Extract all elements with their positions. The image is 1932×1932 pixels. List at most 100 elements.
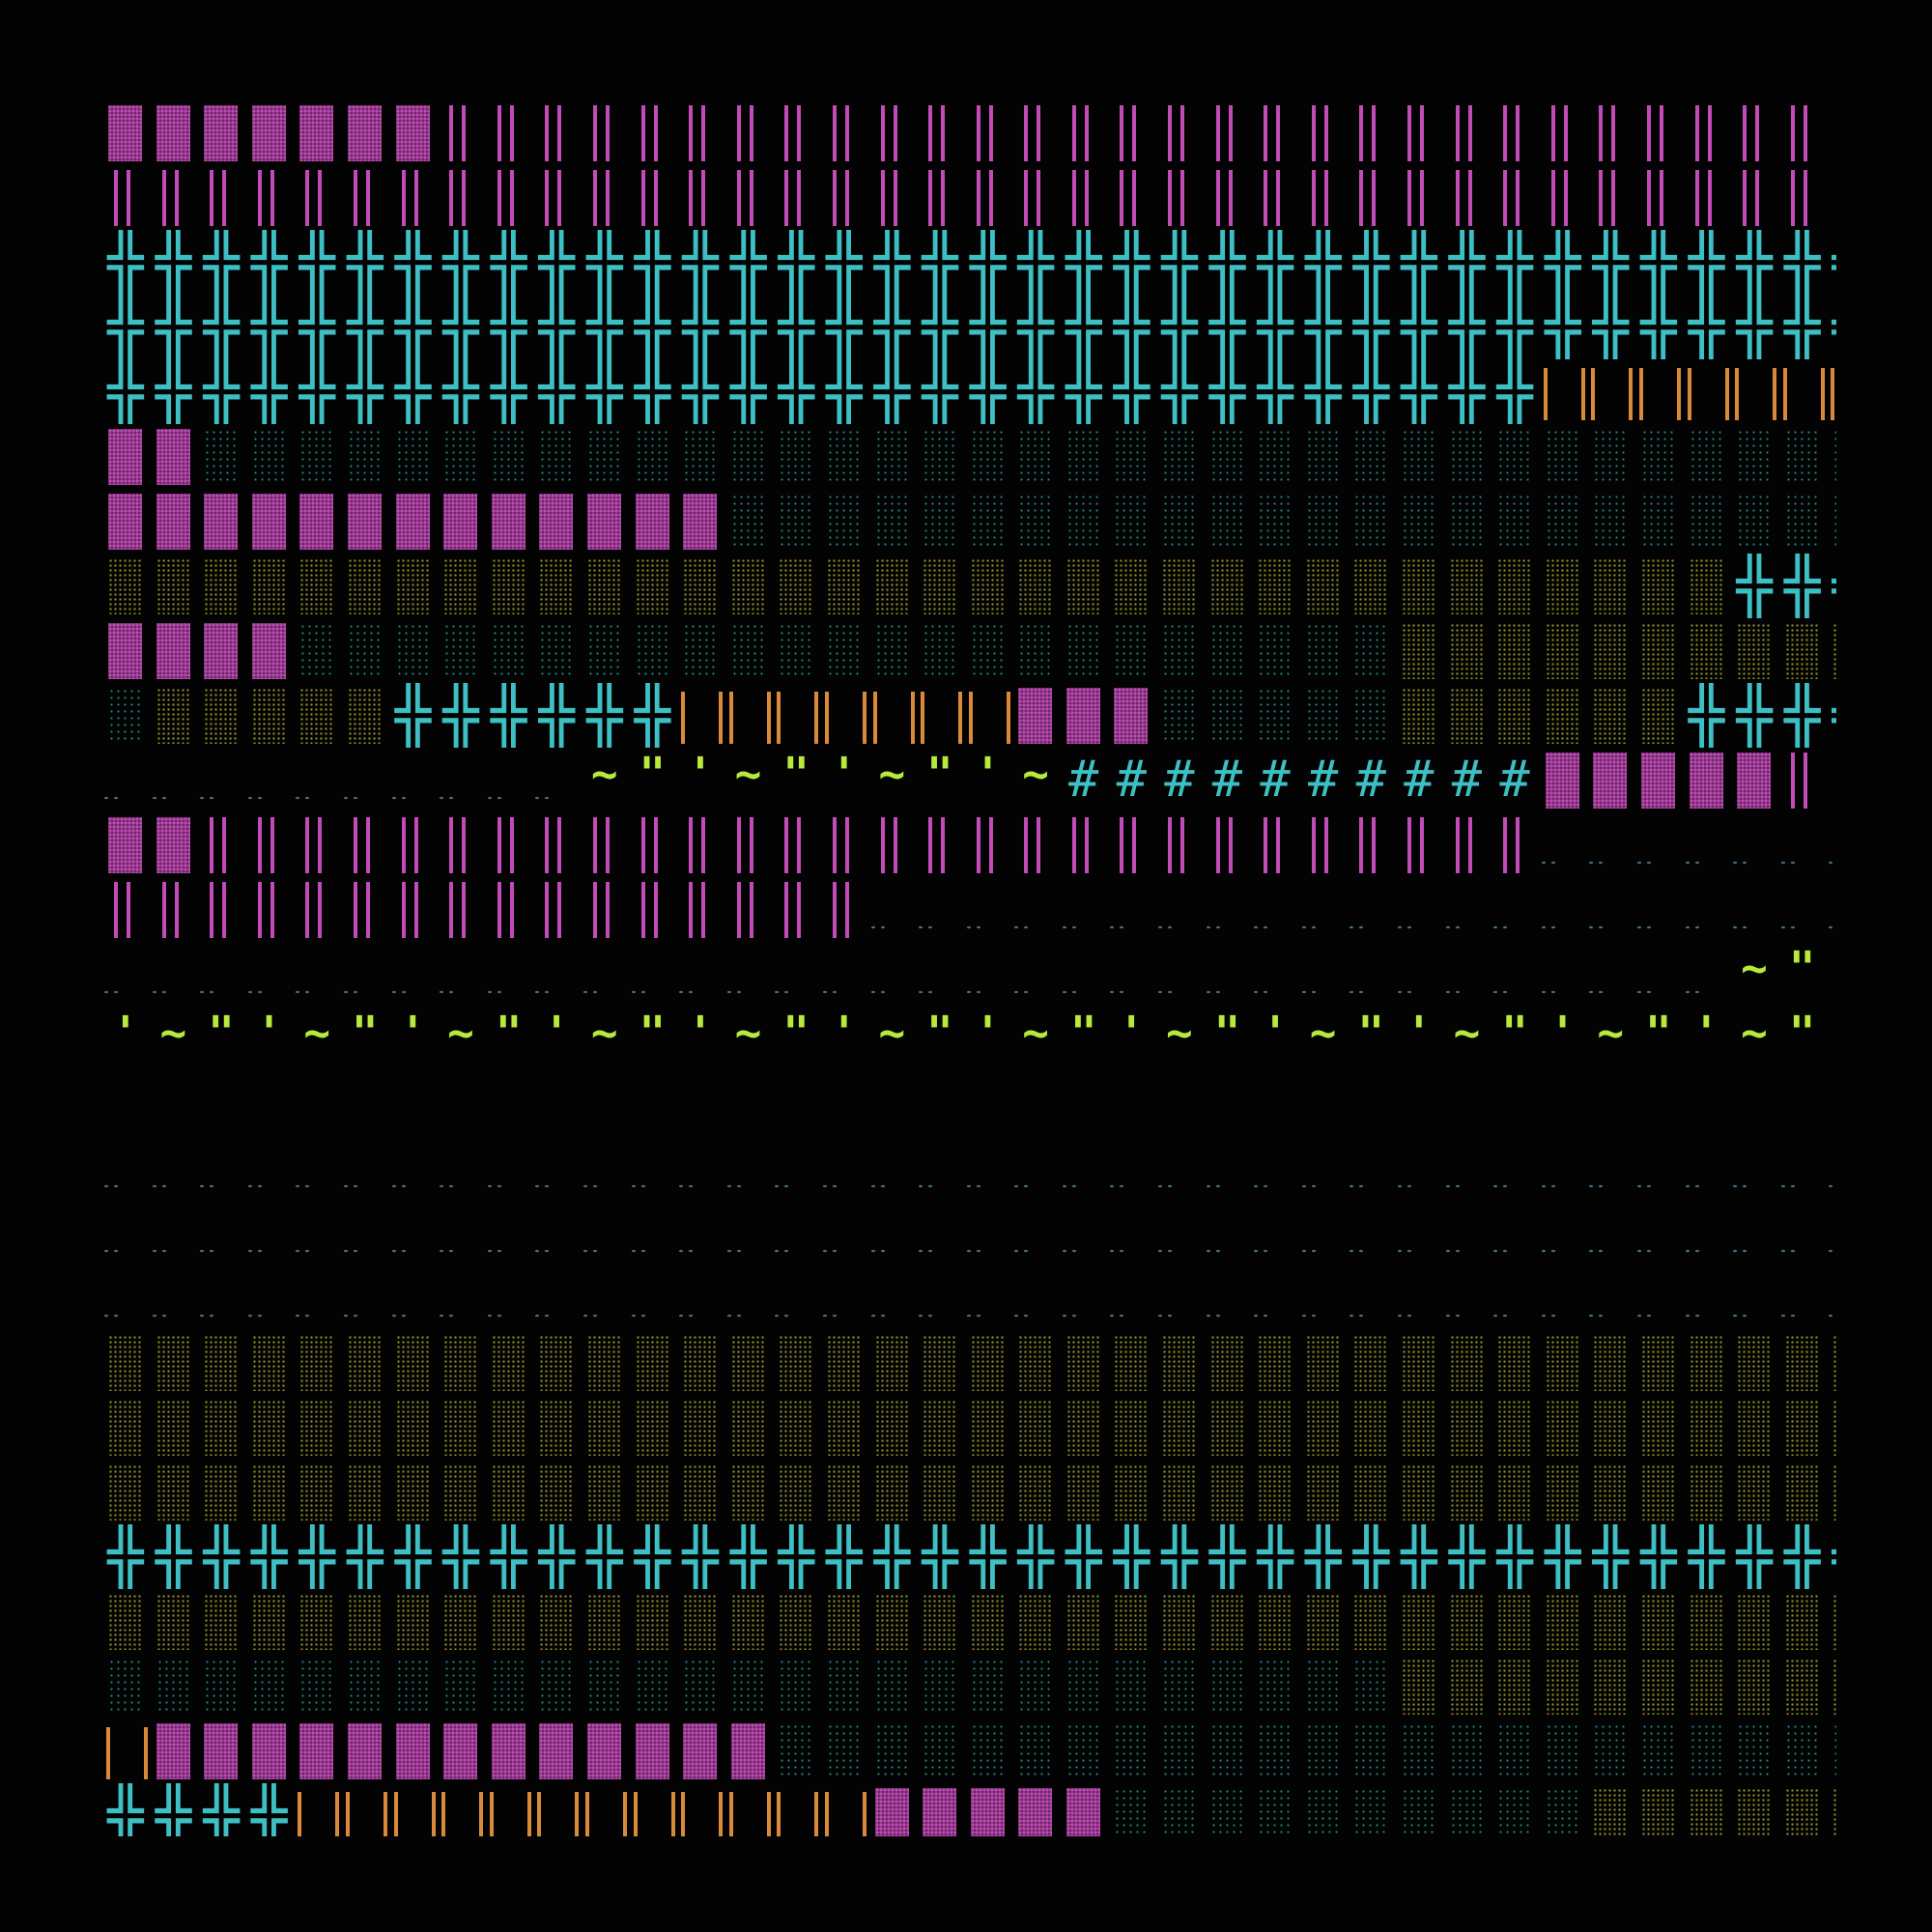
glyph-row [101,1330,1836,1395]
light-shade-icon [389,424,438,489]
blank-icon [101,1071,150,1136]
double-bar-icon [293,877,341,942]
double-cross-icon: ╬ [1352,230,1389,295]
double-cross-icon: ╬ [155,295,192,359]
orange-bar-icon [916,683,964,748]
dots-icon [437,1201,485,1265]
medium-shade-icon [1586,683,1634,748]
medium-shade-icon [964,1460,1012,1524]
orange-bar-icon [293,1783,341,1836]
medium-shade-icon [1778,1330,1827,1395]
wave-icon: ' [830,1007,858,1059]
dense-block-icon [101,424,150,489]
medium-shade-icon [1586,554,1634,618]
double-bar-icon [724,877,773,942]
double-cross-icon: ╬ [1208,359,1246,424]
double-cross-icon: ╬ [394,683,432,748]
light-shade-icon [581,1654,629,1719]
medium-shade-icon [916,1330,964,1395]
light-shade-icon [1634,1719,1683,1783]
light-shade-icon [1204,489,1252,554]
double-cross-icon: ╬ [107,359,144,424]
wave-icon: ' [1826,942,1836,1007]
blank-icon [341,1071,389,1136]
medium-shade-icon [1683,618,1731,683]
wave-icon: ' [974,1007,1002,1059]
light-shade-icon [389,1654,438,1719]
dots-icon [1777,812,1827,877]
double-cross-icon: ╬ [1783,230,1821,295]
double-bar-icon [150,877,198,942]
light-shade-icon [820,1719,868,1783]
light-shade-icon [964,1654,1012,1719]
orange-bar-icon [772,1783,820,1836]
dots-icon [819,942,868,1007]
dots-icon [1011,1136,1060,1201]
double-bar-icon [629,877,677,942]
double-bar-icon [581,877,629,942]
double-cross-icon: ╬ [347,295,384,359]
medium-shade-icon [1539,618,1587,683]
dots-icon [819,1136,868,1201]
dense-block-icon [629,1719,677,1783]
light-shade-icon [1204,1719,1252,1783]
double-cross-icon: ╬ [1401,230,1437,295]
light-shade-icon [772,424,820,489]
double-cross-icon: ╬ [922,230,958,295]
medium-shade-icon [820,554,868,618]
dots-icon [101,748,150,812]
dots-icon [1442,1136,1492,1201]
hash-icon: # [1260,751,1291,809]
double-cross-icon: ╬ [250,359,288,424]
medium-shade-icon [101,554,150,618]
light-shade-icon [1395,424,1443,489]
orange-bar-icon [772,683,820,748]
light-shade-icon [389,618,438,683]
dots-icon [1682,812,1731,877]
light-shade-icon [1539,489,1587,554]
double-cross-icon: ╬ [1257,359,1293,424]
double-cross-icon: ╬ [1826,554,1837,618]
medium-shade-icon [916,1395,964,1460]
dots-icon [340,942,389,1007]
light-shade-icon [581,618,629,683]
double-cross-icon: ╬ [1544,295,1581,359]
glyph-row [101,100,1836,165]
light-shade-icon [437,424,485,489]
dots-icon [819,1201,868,1265]
hash-icon: # [1211,751,1243,809]
dense-block-icon [245,1719,294,1783]
medium-shade-icon [1539,554,1587,618]
double-cross-icon: ╬ [1826,683,1837,748]
glyph-row: ╬ ╬ ╬ ╬ ╬ ╬ ╬ ╬ ╬ ╬ ╬ ╬ ╬ ╬ ╬ ╬ ╬ ╬ ╬ ╬ ╬ ╬ ╬ ╬ ╬ ╬ ╬ ╬ ╬ ╬ [101,359,1836,424]
light-shade-icon [1251,683,1299,748]
double-bar-icon [581,165,629,230]
wave-icon: ~ [1741,942,1768,994]
wave-icon: ' [974,748,1002,800]
glyph-row [101,424,1836,489]
double-cross-icon: ╬ [1304,359,1342,424]
light-shade-icon [1155,683,1204,748]
dots-icon [388,1201,438,1265]
double-cross-icon: ╬ [107,230,144,295]
medium-shade-icon [197,1395,245,1460]
medium-shade-icon [101,1589,150,1654]
double-cross-icon: ╬ [490,295,527,359]
double-cross-icon: ╬ [586,1524,623,1589]
medium-shade-icon [389,1589,438,1654]
double-bar-icon [437,165,485,230]
medium-shade-icon [724,1395,773,1460]
double-cross-icon: ╬ [1208,1524,1246,1589]
light-shade-icon [1347,1719,1395,1783]
dots-icon [1011,942,1060,1007]
dots-icon [1203,877,1252,942]
light-shade-icon [820,424,868,489]
light-shade-icon [1060,1719,1108,1783]
double-cross-icon: ╬ [1592,1524,1629,1589]
glyph-row [101,877,1836,942]
double-cross-icon: ╬ [1448,359,1486,424]
light-shade-icon [1155,489,1204,554]
medium-shade-icon [1730,1783,1778,1836]
dots-icon [580,1201,629,1265]
medium-shade-icon [1586,618,1634,683]
